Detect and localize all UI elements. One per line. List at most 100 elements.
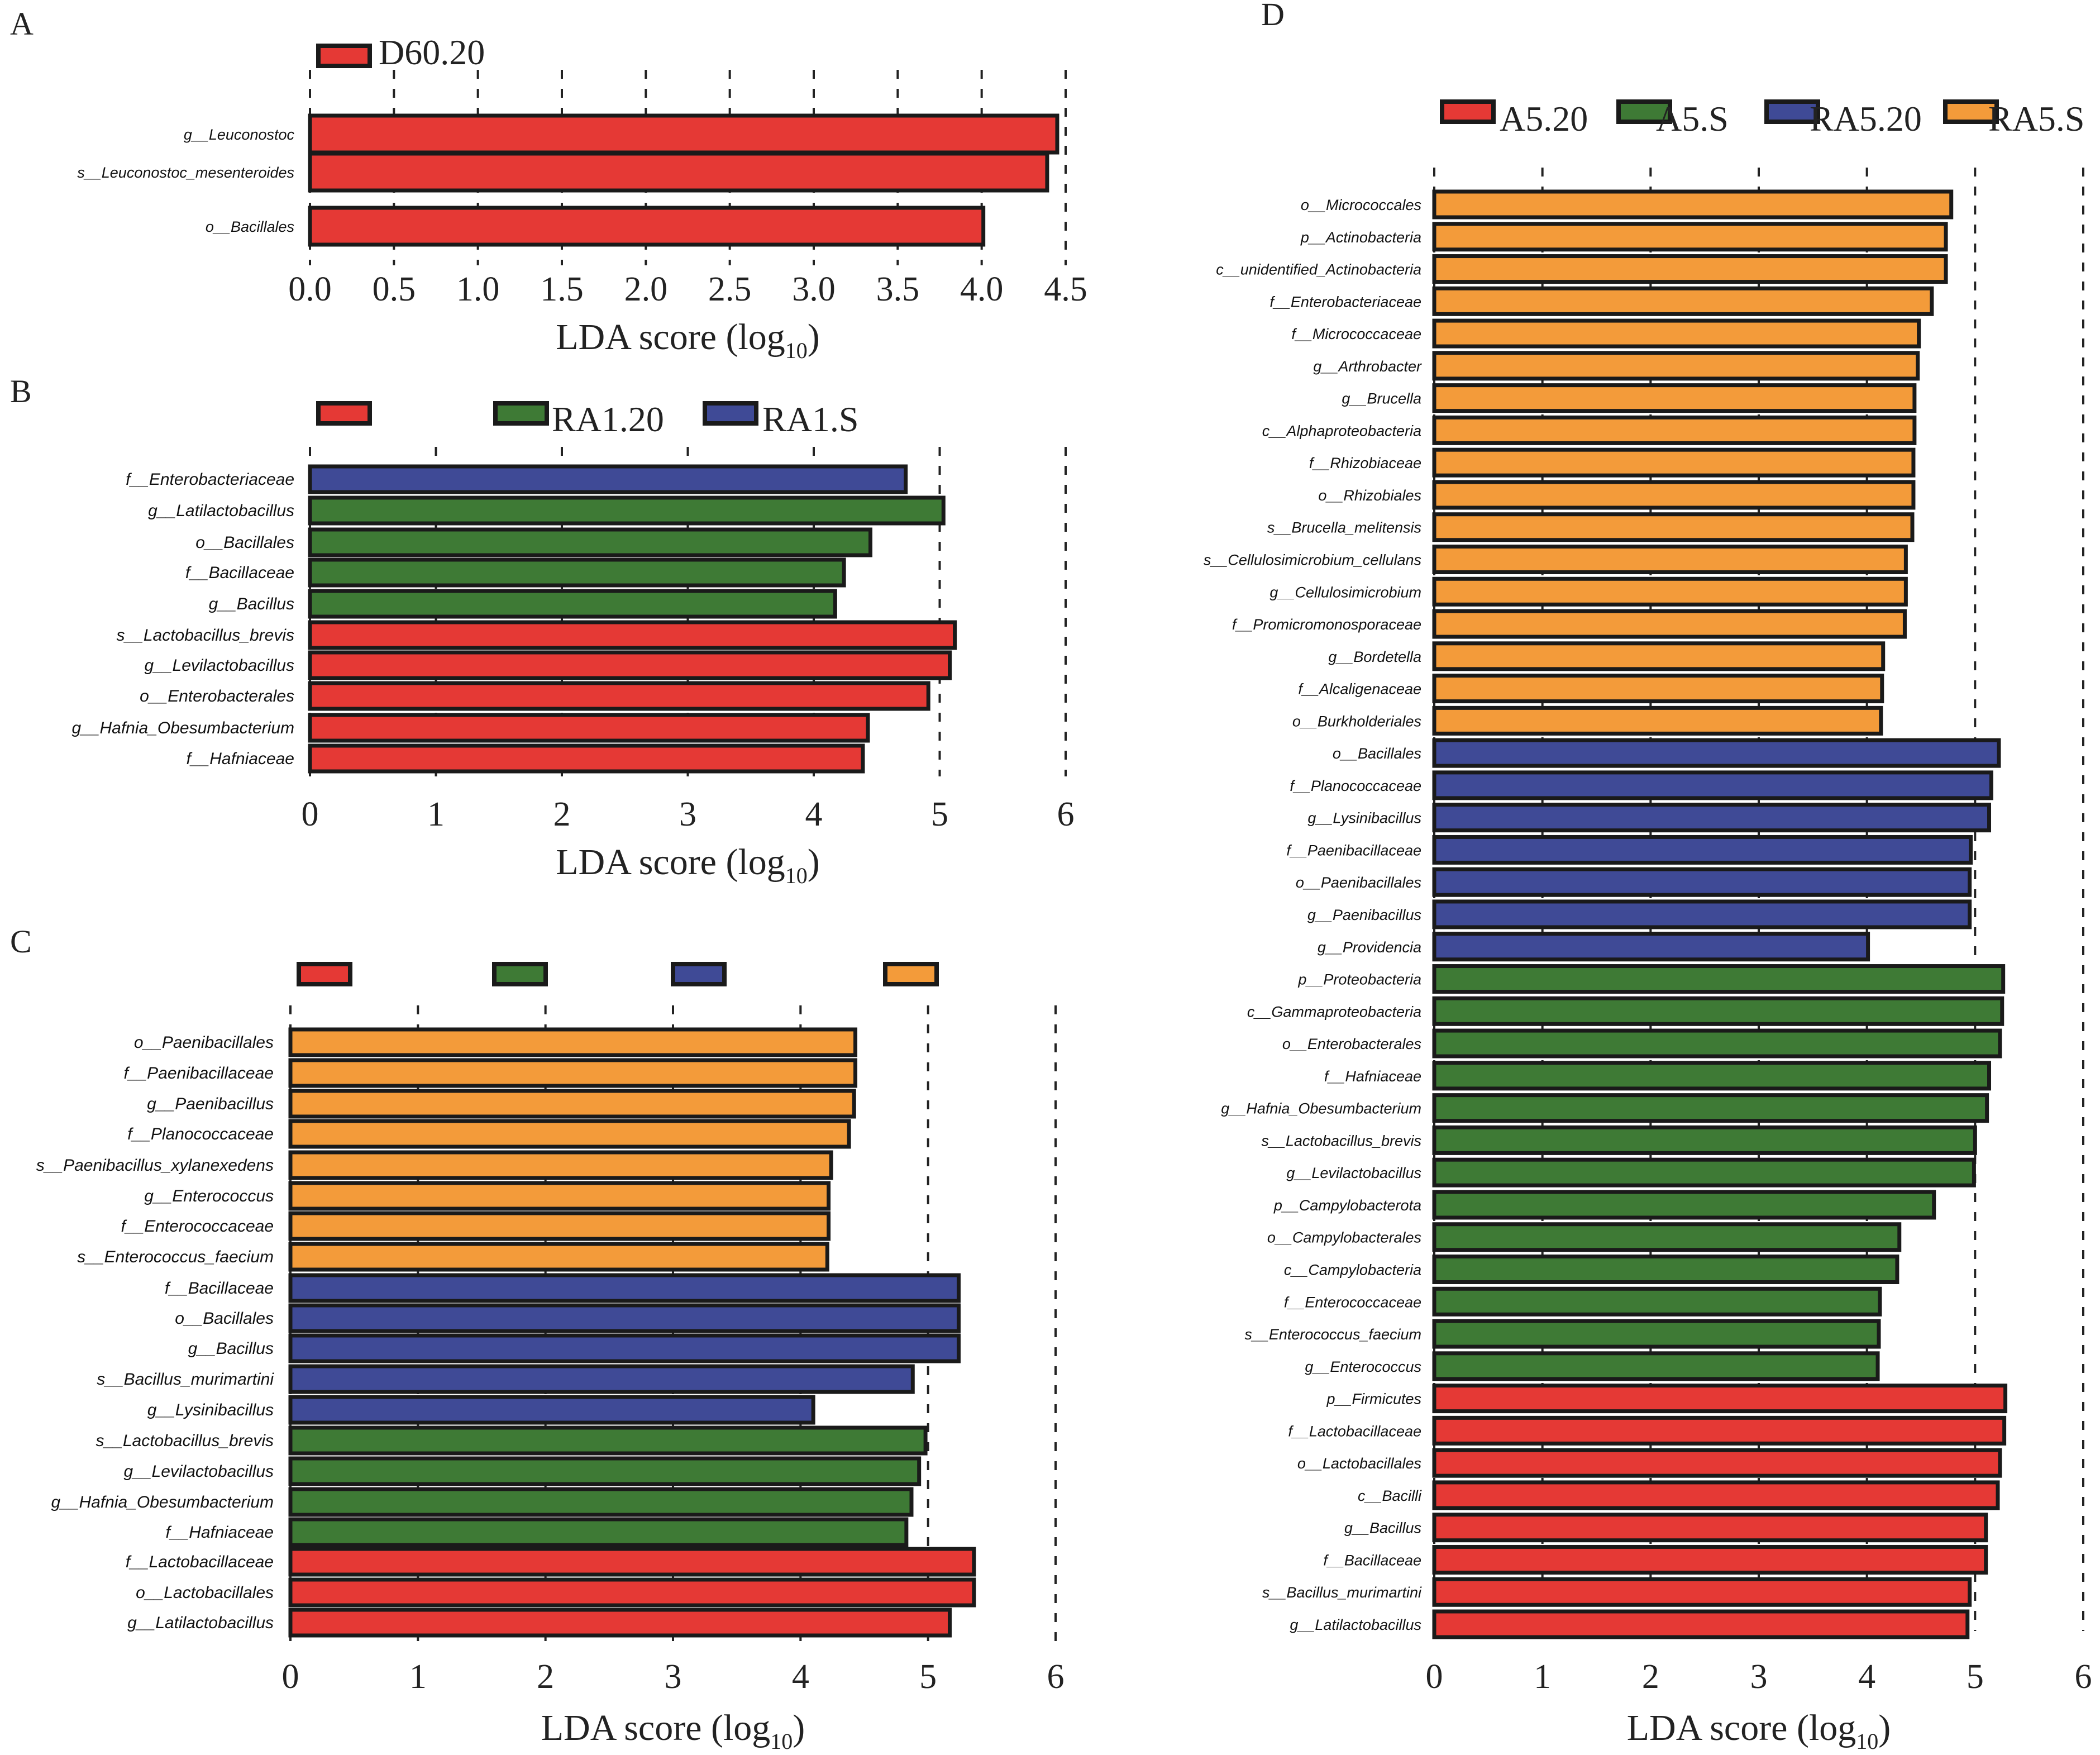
lda-bar bbox=[1432, 1577, 1972, 1607]
legend-label: RA5.20 bbox=[1810, 99, 1922, 139]
category-label: p__Firmicutes bbox=[1326, 1391, 1421, 1408]
category-label: g__Hafnia_Obesumbacterium bbox=[1221, 1100, 1421, 1117]
lda-bar bbox=[288, 1487, 914, 1517]
category-label: g__Levilactobacillus bbox=[144, 656, 294, 675]
lda-bar bbox=[1432, 545, 1908, 574]
lda-bar bbox=[288, 1547, 976, 1577]
category-label: g__Leuconostoc bbox=[184, 126, 295, 143]
lda-bar bbox=[1432, 1480, 2000, 1510]
lda-bar bbox=[1432, 1255, 1899, 1284]
x-tick-label: 6 bbox=[1047, 1658, 1065, 1696]
x-axis-title: LDA score (log10) bbox=[556, 842, 820, 888]
x-tick-label: 0 bbox=[1426, 1658, 1443, 1696]
lda-bar bbox=[288, 1150, 833, 1180]
lda-bar bbox=[1432, 1157, 1976, 1188]
x-axis-title: LDA score (log10) bbox=[556, 317, 820, 363]
category-label: c__Campylobacteria bbox=[1284, 1262, 1421, 1279]
x-tick-label: 4 bbox=[1858, 1658, 1875, 1696]
lda-bar bbox=[308, 527, 872, 557]
x-tick-label: 6 bbox=[2075, 1658, 2092, 1696]
panel-a-chart: 0.0 0.5 1.0 1.5 2.0 2.5 3.0 3.5 4.0 4.5 g__Leucono… bbox=[77, 32, 1087, 363]
legend-label: RA5.S bbox=[1988, 99, 2085, 139]
lda-bar bbox=[1432, 318, 1921, 349]
category-label: o__Enterobacterales bbox=[1282, 1036, 1421, 1052]
category-label: g__Lysinibacillus bbox=[1307, 810, 1421, 827]
lda-bar bbox=[288, 1608, 952, 1638]
category-label: p__Actinobacteria bbox=[1300, 229, 1421, 246]
lda-bar bbox=[1432, 1513, 1988, 1543]
lda-bar bbox=[1432, 1351, 1880, 1381]
lda-bar bbox=[308, 743, 865, 774]
lda-bar bbox=[1432, 512, 1915, 542]
lda-bar bbox=[1432, 1093, 1989, 1123]
category-label: o__Burkholderiales bbox=[1292, 713, 1421, 729]
category-label: f__Hafniaceae bbox=[1324, 1068, 1421, 1085]
lda-bar bbox=[1432, 189, 1954, 220]
category-label: o__Lactobacillales bbox=[136, 1584, 274, 1602]
lda-bar bbox=[288, 1211, 831, 1241]
category-label: o__Campylobacterales bbox=[1267, 1229, 1421, 1246]
lda-bar bbox=[288, 1425, 928, 1456]
category-label: g__Latilactobacillus bbox=[127, 1614, 274, 1632]
lda-bar bbox=[1432, 1609, 1970, 1639]
category-label: o__Bacillales bbox=[1333, 745, 1421, 762]
legend-label: A5.20 bbox=[1500, 99, 1588, 139]
lda-bar bbox=[288, 1027, 858, 1057]
category-label: f__Lactobacillaceae bbox=[1288, 1423, 1421, 1439]
category-label: g__Enterococcus bbox=[144, 1187, 274, 1205]
category-label: f__Paenibacillaceae bbox=[1286, 842, 1421, 859]
category-label: g__Paenibacillus bbox=[1307, 907, 1421, 923]
lda-bar bbox=[1432, 1415, 2007, 1446]
lda-bar bbox=[1432, 609, 1907, 639]
x-axis-title: LDA score (log10) bbox=[1627, 1708, 1891, 1754]
lda-bar bbox=[288, 1303, 961, 1333]
category-label: f__Enterobacteriaceae bbox=[126, 470, 294, 489]
lda-bar bbox=[1432, 1448, 2002, 1478]
x-tick-label: 2 bbox=[553, 795, 571, 833]
panel-d-chart: 0 1 2 3 4 5 6 o__Micrococcales p__Actinobacteria… bbox=[1204, 99, 2092, 1754]
category-label: s__Leuconostoc_mesenteroides bbox=[77, 164, 294, 181]
category-label: c__Alphaproteobacteria bbox=[1262, 422, 1421, 439]
lda-bar bbox=[1432, 254, 1948, 284]
x-tick-label: 2.5 bbox=[708, 270, 752, 308]
lda-bar bbox=[1432, 222, 1948, 252]
x-tick-label: 2 bbox=[537, 1658, 554, 1696]
category-label: g__Arthrobacter bbox=[1313, 358, 1422, 375]
lda-bar bbox=[1432, 383, 1917, 413]
lda-bar bbox=[1432, 447, 1916, 478]
lda-bar bbox=[288, 1577, 976, 1608]
legend-swatch bbox=[316, 44, 372, 68]
category-label: o__Rhizobiales bbox=[1318, 487, 1421, 504]
x-tick-label: 0 bbox=[282, 1658, 299, 1696]
lda-bar bbox=[288, 1364, 915, 1394]
category-label: g__Latilactobacillus bbox=[148, 502, 294, 520]
category-label: s__Lactobacillus_brevis bbox=[116, 626, 294, 645]
legend-swatch bbox=[297, 962, 352, 986]
legend-swatch bbox=[1440, 99, 1496, 124]
lda-bar bbox=[1432, 867, 1972, 897]
x-tick-label: 3 bbox=[665, 1658, 682, 1696]
legend-label: A5.S bbox=[1656, 99, 1729, 139]
lda-bar bbox=[308, 206, 986, 247]
category-label: f__Rhizobiaceae bbox=[1309, 455, 1421, 471]
category-label: g__Bacillus bbox=[209, 595, 294, 613]
lda-bar bbox=[1432, 834, 1973, 865]
x-tick-label: 4.5 bbox=[1044, 270, 1087, 308]
lda-bar bbox=[1432, 705, 1883, 736]
category-label: g__Cellulosimicrobium bbox=[1269, 584, 1421, 600]
x-tick-label: 4 bbox=[792, 1658, 809, 1696]
legend-swatch bbox=[1616, 99, 1672, 124]
legend-swatch bbox=[883, 962, 939, 986]
category-label: g__Lysinibacillus bbox=[147, 1401, 274, 1419]
x-tick-label: 1 bbox=[409, 1658, 427, 1696]
category-label: c__Gammaproteobacteria bbox=[1247, 1003, 1421, 1020]
category-label: o__Bacillales bbox=[206, 218, 294, 235]
x-tick-label: 0.0 bbox=[288, 270, 332, 308]
category-label: o__Micrococcales bbox=[1301, 197, 1421, 213]
category-label: f__Bacillaceae bbox=[185, 564, 294, 582]
x-tick-label: 3.5 bbox=[876, 270, 920, 308]
category-label: s__Cellulosimicrobium_cellulans bbox=[1204, 552, 1421, 569]
category-label: f__Enterococcaceae bbox=[1284, 1294, 1421, 1310]
lda-bar bbox=[1432, 1319, 1881, 1349]
